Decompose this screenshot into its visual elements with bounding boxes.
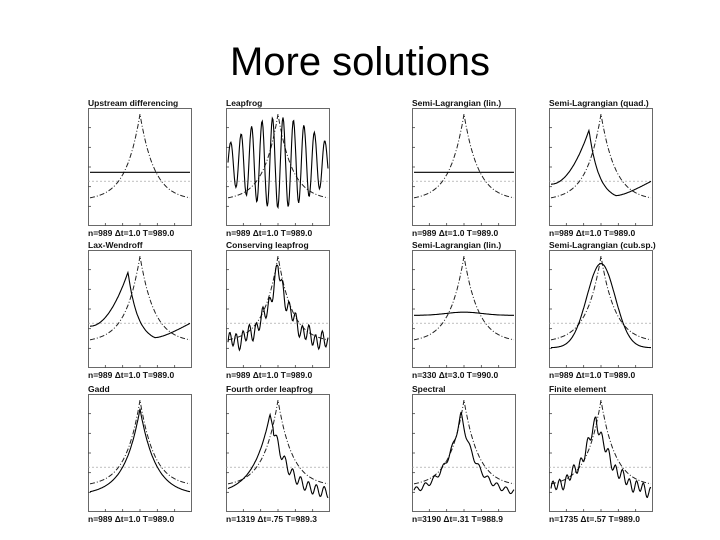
subplot-title: Spectral (412, 384, 446, 394)
subplot-title: Semi-Lagrangian (lin.) (412, 98, 502, 108)
subplot-title: Semi-Lagrangian (quad.) (549, 98, 649, 108)
plot-frame (226, 394, 330, 512)
subplot-parameters: n=989 Δt=1.0 T=989.0 (88, 514, 175, 524)
subplot-panel: Semi-Lagrangian (lin.) n=330 Δt=3.0 T=990… (412, 240, 520, 380)
subplot-plot (412, 250, 516, 368)
subplot-panel: Leapfrog n=989 Δt=1.0 T=989.0 (226, 98, 334, 238)
subplot-plot (549, 394, 653, 512)
numerical-solution-curve (227, 116, 329, 210)
subplot-title: Gadd (88, 384, 110, 394)
plot-frame (88, 394, 192, 512)
subplot-plot (226, 394, 330, 512)
subplot-panel: Spectral n=3190 Δt=.31 T=988.9 (412, 384, 520, 524)
subplot-plot (412, 108, 516, 226)
subplot-title: Lax-Wendroff (88, 240, 143, 250)
subplot-plot (549, 250, 653, 368)
subplot-parameters: n=330 Δt=3.0 T=990.0 (412, 370, 499, 380)
plot-frame (549, 108, 653, 226)
subplot-title: Finite element (549, 384, 607, 394)
subplot-panel: Semi-Lagrangian (cub.sp.) n=989 Δt=1.0 T=… (549, 240, 657, 380)
subplot-title: Semi-Lagrangian (lin.) (412, 240, 502, 250)
subplot-plot (88, 250, 192, 368)
subplot-parameters: n=989 Δt=1.0 T=989.0 (549, 228, 636, 238)
numerical-solution-curve (227, 264, 329, 352)
subplot-title: Leapfrog (226, 98, 263, 108)
exact-solution-curve (89, 399, 191, 485)
exact-solution-curve (227, 113, 329, 199)
numerical-solution-curve (551, 128, 652, 197)
subplot-panel: Fourth order leapfrog n=1319 Δt=.75 T=989… (226, 384, 334, 524)
page-title: More solutions (229, 40, 491, 84)
subplot-panel: Lax-Wendroff n=989 Δt=1.0 T=989.0 (88, 240, 196, 380)
exact-solution-curve (413, 255, 515, 341)
exact-solution-curve (89, 255, 191, 341)
subplot-plot (226, 108, 330, 226)
subplot-panel: Semi-Lagrangian (quad.) n=989 Δt=1.0 T=98… (549, 98, 657, 238)
plot-frame (412, 108, 516, 226)
subplot-title: Semi-Lagrangian (cub.sp.) (549, 240, 656, 250)
exact-solution-curve (550, 399, 652, 485)
plot-frame (88, 250, 192, 368)
subplot-parameters: n=989 Δt=1.0 T=989.0 (226, 228, 313, 238)
subplot-parameters: n=989 Δt=1.0 T=989.0 (88, 228, 175, 238)
numerical-solution-curve (551, 263, 651, 349)
numerical-solution-curve (227, 412, 329, 499)
exact-solution-curve (550, 113, 652, 199)
subplot-plot (549, 108, 653, 226)
exact-solution-curve (413, 399, 515, 485)
subplot-panel: Upstream differencing n=989 Δt=1.0 T=989.… (88, 98, 196, 238)
subplot-title: Conserving leapfrog (226, 240, 309, 250)
subplot-plot (412, 394, 516, 512)
subplot-parameters: n=989 Δt=1.0 T=989.0 (412, 228, 499, 238)
subplot-plot (88, 108, 192, 226)
numerical-solution-curve (89, 408, 191, 493)
subplot-parameters: n=989 Δt=1.0 T=989.0 (226, 370, 313, 380)
subplot-plot (88, 394, 192, 512)
subplot-title: Upstream differencing (88, 98, 179, 108)
subplot-parameters: n=3190 Δt=.31 T=988.9 (412, 514, 503, 524)
subplot-title: Fourth order leapfrog (226, 384, 313, 394)
plot-frame (412, 394, 516, 512)
numerical-solution-curve (550, 416, 652, 499)
exact-solution-curve (89, 113, 191, 199)
subplot-parameters: n=989 Δt=1.0 T=989.0 (549, 370, 636, 380)
subplot-parameters: n=1319 Δt=.75 T=989.3 (226, 514, 317, 524)
numerical-solution-curve (413, 411, 515, 495)
subplot-parameters: n=989 Δt=1.0 T=989.0 (88, 370, 175, 380)
plot-frame (549, 250, 653, 368)
subplot-panel: Conserving leapfrog n=989 Δt=1.0 T=989.0 (226, 240, 334, 380)
numerical-solution-curve (414, 311, 514, 316)
plot-frame (549, 394, 653, 512)
subplot-panel: Gadd n=989 Δt=1.0 T=989.0 (88, 384, 196, 524)
plot-frame (412, 250, 516, 368)
exact-solution-curve (550, 255, 652, 341)
subplot-panel: Finite element n=1735 Δt=.57 T=989.0 (549, 384, 657, 524)
numerical-solution-curve (90, 270, 191, 339)
plot-frame (88, 108, 192, 226)
subplot-plot (226, 250, 330, 368)
subplot-panel: Semi-Lagrangian (lin.) n=989 Δt=1.0 T=989… (412, 98, 520, 238)
exact-solution-curve (413, 113, 515, 199)
subplot-parameters: n=1735 Δt=.57 T=989.0 (549, 514, 640, 524)
